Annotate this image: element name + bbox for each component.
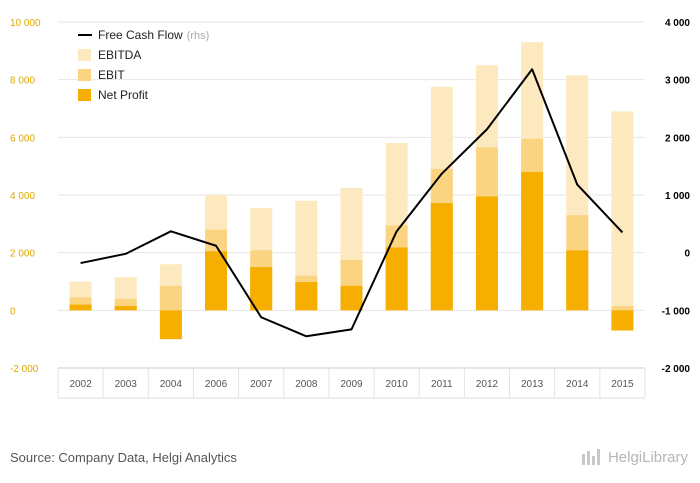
x-tick-label: 2002 [69,379,92,390]
legend-swatch [78,89,91,101]
y-right-tick-label: 3 000 [665,76,690,87]
bar-net-profit [611,310,634,331]
x-tick-label: 2015 [611,379,634,390]
bar-ebit [611,306,634,311]
source-note: Source: Company Data, Helgi Analytics [10,450,237,465]
bar-net-profit [385,247,408,311]
bar-net-profit [566,250,589,311]
y-right-tick-label: 1 000 [665,191,690,202]
x-tick-label: 2008 [295,379,318,390]
y-right-tick-label: 2 000 [665,133,690,144]
y-right-tick-label: -1 000 [662,306,691,317]
y-right-tick-label: 4 000 [665,18,690,29]
x-tick-label: 2003 [115,379,138,390]
bar-net-profit [475,196,498,311]
x-tick-label: 2014 [566,379,589,390]
y-right-tick-label: -2 000 [662,364,691,375]
y-left-tick-label: 10 000 [10,18,41,29]
y-left-tick-label: 8 000 [10,76,35,87]
legend-label: EBIT [98,68,125,82]
x-tick-label: 2011 [431,379,453,390]
legend-label: Net Profit [98,88,149,102]
y-right-tick-label: 0 [684,249,690,260]
chart: -2 000 0 2 000 4 000 6 000 8 000 10 000 -2 000 -… [10,18,691,399]
legend-label: Free Cash Flow [98,28,183,42]
y-left-tick-label: 0 [10,306,16,317]
brand-name: HelgiLibrary [607,448,688,466]
library-icon [581,449,600,465]
bar-net-profit [340,285,363,311]
bar-ebit [114,298,137,311]
line-free-cash-flow [80,68,624,338]
legend-swatch [78,69,91,81]
bar-ebit [159,285,182,311]
brand-logo[interactable]: HelgiLibrary [581,448,688,466]
x-tick-label: 2007 [250,379,273,390]
bar-net-profit [250,267,273,311]
legend-swatch [78,49,91,61]
y-left-tick-label: -2 000 [10,364,39,375]
bar-net-profit [114,306,137,311]
x-tick-label: 2009 [340,379,363,390]
y-left-tick-label: 6 000 [10,133,35,144]
x-tick-label: 2006 [205,379,228,390]
x-tick-label: 2012 [476,379,499,390]
y-left-tick-label: 4 000 [10,191,35,202]
bar-net-profit [430,203,453,311]
legend-rhs-suffix: (rhs) [187,30,210,42]
bar-net-profit [295,282,318,311]
bar-net-profit [69,304,92,311]
bar-net-profit [159,310,182,340]
y-left-tick-label: 2 000 [10,249,35,260]
x-tick-label: 2013 [521,379,544,390]
legend-label: EBITDA [98,48,141,62]
bar-net-profit [205,251,228,311]
bar-ebitda [611,111,634,311]
x-tick-label: 2010 [386,379,409,390]
bar-net-profit [521,171,544,311]
x-tick-label: 2004 [160,379,183,390]
